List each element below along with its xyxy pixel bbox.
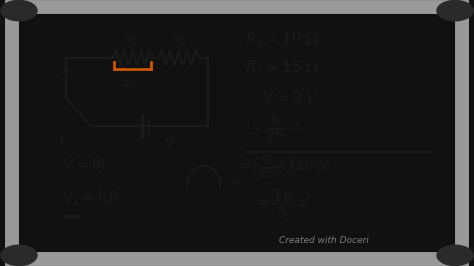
Text: $V = 9\ V$: $V = 9\ V$ <box>262 90 319 106</box>
Text: $=\!\left(\dfrac{9}{25}A\right)\!\left(10\,\Omega\right)$: $=\!\left(\dfrac{9}{25}A\right)\!\left(1… <box>237 153 331 180</box>
Text: $= \dfrac{18}{5}\ V$: $= \dfrac{18}{5}\ V$ <box>254 187 312 220</box>
Text: $I$: $I$ <box>59 136 64 150</box>
Text: $V = IR$: $V = IR$ <box>62 157 107 173</box>
Text: $V$: $V$ <box>164 136 176 150</box>
Text: $I = \dfrac{9}{25}\ A$: $I = \dfrac{9}{25}\ A$ <box>246 114 301 143</box>
Text: $\frac{18}{5}V$: $\frac{18}{5}V$ <box>121 76 142 95</box>
Text: Created with Doceri: Created with Doceri <box>279 236 368 245</box>
Text: $R_2 = 15\ \Omega$: $R_2 = 15\ \Omega$ <box>246 58 319 77</box>
Text: $V_1 = I_1 R_1$: $V_1 = I_1 R_1$ <box>62 189 126 208</box>
Text: $R_1 = 10\ \Omega$: $R_1 = 10\ \Omega$ <box>246 30 319 49</box>
Text: $R_2$: $R_2$ <box>171 34 186 49</box>
Text: $R_1$: $R_1$ <box>123 34 138 49</box>
